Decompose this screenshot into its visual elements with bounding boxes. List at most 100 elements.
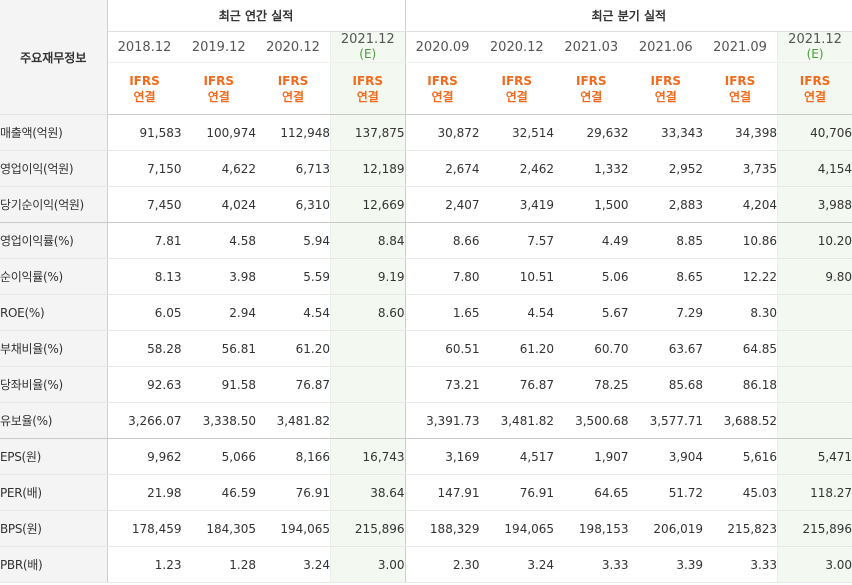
ifrs-label: IFRS [724, 73, 756, 88]
table-row: 순이익률(%) 8.13 3.98 5.59 9.19 7.80 10.51 5.06 8.65… [0, 258, 852, 295]
table-cell: 5.67 [554, 294, 629, 331]
table-cell: 3,391.73 [404, 402, 480, 439]
table-cell: 5.06 [554, 258, 629, 295]
table-cell: 100,974 [181, 114, 256, 151]
table-cell: 8.60 [330, 294, 406, 331]
table-cell: 8.65 [628, 258, 704, 295]
table-cell: 2,883 [628, 186, 704, 223]
table-cell: 194,065 [256, 510, 331, 547]
annual-group-header: 최근 연간 실적 [107, 0, 406, 32]
table-row: 부채비율(%) 58.28 56.81 61.20 60.51 61.20 60.70 63.… [0, 330, 852, 367]
table-cell: 3,266.07 [107, 402, 182, 439]
row-label: 영업이익률(%) [0, 222, 108, 259]
ifrs-label: IFRS [799, 73, 831, 88]
table-cell: 7,450 [107, 186, 182, 223]
table-cell: 215,896 [330, 510, 406, 547]
table-cell: 1.28 [181, 546, 256, 583]
table-cell: 12.22 [703, 258, 778, 295]
table-row: 당좌비율(%) 92.63 91.58 76.87 73.21 76.87 78.25 85.… [0, 366, 852, 403]
table-cell: 5,616 [703, 438, 778, 475]
table-cell: 61.20 [479, 330, 555, 367]
ifrs-label: IFRS [427, 73, 458, 88]
table-cell: 4.49 [554, 222, 629, 259]
table-row: 유보율(%) 3,266.07 3,338.50 3,481.82 3,391.73 3,… [0, 402, 852, 439]
row-label: 유보율(%) [0, 402, 108, 439]
table-cell: 2.94 [181, 294, 256, 331]
row-label: 부채비율(%) [0, 330, 108, 367]
table-cell: 33,343 [628, 114, 704, 151]
table-cell: 10.20 [777, 222, 852, 259]
table-cell: 194,065 [479, 510, 555, 547]
table-row: 매출액(억원) 91,583 100,974 112,948 137,875 30,872… [0, 114, 852, 151]
row-label: PER(배) [0, 474, 108, 511]
table-cell: 8,166 [256, 438, 331, 475]
ifrs-label: IFRS [129, 73, 160, 88]
table-cell [777, 402, 852, 439]
table-cell: 4,517 [479, 438, 555, 475]
table-cell: 60.70 [554, 330, 629, 367]
table-cell [777, 330, 852, 367]
period-header: 2018.12 [107, 31, 182, 63]
table-cell [330, 402, 406, 439]
table-cell: 3.00 [777, 546, 852, 583]
table-cell: 64.85 [703, 330, 778, 367]
ifrs-label: IFRS [650, 73, 682, 88]
table-cell: 34,398 [703, 114, 778, 151]
period-header: 2020.12 [479, 31, 555, 63]
consolidated-label: 연결 [431, 89, 454, 104]
row-label: PBR(배) [0, 546, 108, 583]
table-cell: 112,948 [256, 114, 331, 151]
table-cell: 30,872 [404, 114, 480, 151]
table-cell: 78.25 [554, 366, 629, 403]
period-header-estimate: 2021.12 (E) [330, 31, 406, 63]
table-cell: 5.59 [256, 258, 331, 295]
table-cell: 58.28 [107, 330, 182, 367]
period-label: 2021.12 [788, 31, 842, 47]
table-cell: 2.30 [404, 546, 480, 583]
consolidated-label: 연결 [133, 89, 156, 104]
table-cell: 60.51 [404, 330, 480, 367]
table-cell: 86.18 [703, 366, 778, 403]
row-label: 당좌비율(%) [0, 366, 108, 403]
ifrs-basis-header: IFRS 연결 [777, 62, 852, 115]
table-cell: 29,632 [554, 114, 629, 151]
period-header-estimate: 2021.12 (E) [777, 31, 852, 63]
row-label: 영업이익(억원) [0, 150, 108, 187]
period-header: 2019.12 [181, 31, 256, 63]
table-cell: 3,481.82 [479, 402, 555, 439]
table-cell: 51.72 [628, 474, 704, 511]
table-cell: 3,904 [628, 438, 704, 475]
consolidated-label: 연결 [505, 89, 528, 104]
table-cell: 61.20 [256, 330, 331, 367]
table-cell: 3,169 [404, 438, 480, 475]
table-cell: 198,153 [554, 510, 629, 547]
table-cell: 7.81 [107, 222, 182, 259]
table-cell: 45.03 [703, 474, 778, 511]
consolidated-label: 연결 [654, 89, 677, 104]
period-header: 2021.03 [554, 31, 629, 63]
row-label: 순이익률(%) [0, 258, 108, 295]
table-cell: 16,743 [330, 438, 406, 475]
table-cell: 3,735 [703, 150, 778, 187]
table-cell: 38.64 [330, 474, 406, 511]
table-cell: 147.91 [404, 474, 480, 511]
table-cell: 4,154 [777, 150, 852, 187]
table-cell: 85.68 [628, 366, 704, 403]
table-cell: 76.87 [479, 366, 555, 403]
consolidated-label: 연결 [356, 89, 379, 104]
row-label: 당기순이익(억원) [0, 186, 108, 223]
table-cell: 7.57 [479, 222, 555, 259]
table-cell: 8.84 [330, 222, 406, 259]
table-cell: 2,462 [479, 150, 555, 187]
table-cell: 5,471 [777, 438, 852, 475]
table-cell: 215,896 [777, 510, 852, 547]
period-label: 2021.12 [340, 31, 395, 47]
consolidated-label: 연결 [729, 89, 752, 104]
table-row: PER(배) 21.98 46.59 76.91 38.64 147.91 76.91 64.… [0, 474, 852, 511]
table-cell: 10.51 [479, 258, 555, 295]
table-cell: 6,713 [256, 150, 331, 187]
table-cell: 3,577.71 [628, 402, 704, 439]
table-cell: 8.30 [703, 294, 778, 331]
ifrs-label: IFRS [352, 73, 384, 88]
table-cell: 3.39 [628, 546, 704, 583]
